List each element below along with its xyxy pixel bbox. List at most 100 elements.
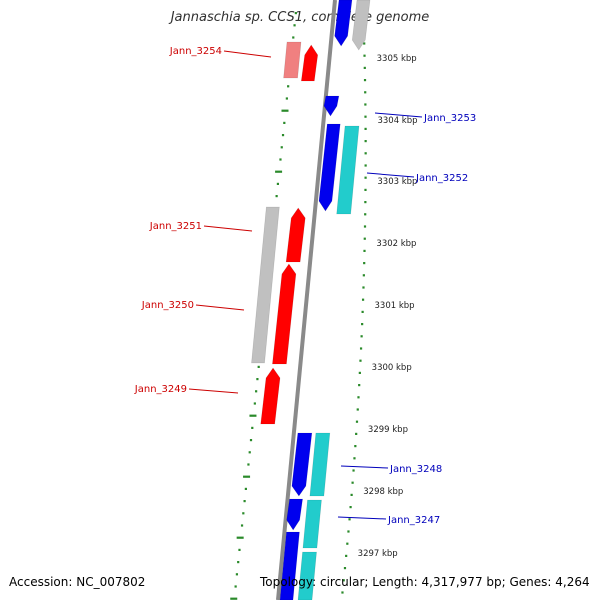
gene-features xyxy=(251,0,371,600)
ring-dot xyxy=(230,597,238,600)
gene-jann-3252 xyxy=(318,123,341,212)
accession-text: Accession: NC_007802 xyxy=(9,575,146,589)
ring-dot xyxy=(247,463,250,466)
kbp-tick-label: 3297 kbp xyxy=(358,549,398,559)
gene-label: Jann_3247 xyxy=(387,515,440,526)
ring-dot xyxy=(345,554,348,557)
kbp-tick-label: 3302 kbp xyxy=(376,239,416,249)
gene-jann-3251 xyxy=(285,207,306,263)
ring-dot xyxy=(364,127,367,130)
ring-dot xyxy=(363,79,367,82)
ring-dot xyxy=(242,512,245,515)
ring-dot xyxy=(358,384,361,387)
ring-dot xyxy=(279,158,282,161)
gene-label: Jann_3248 xyxy=(389,464,442,475)
ring-dot xyxy=(364,188,367,191)
gene-cyan-3252 xyxy=(336,125,360,215)
ring-dot xyxy=(257,365,260,368)
ring-dot xyxy=(352,469,355,472)
kbp-ticks: 3305 kbp 3304 kbp 3303 kbp 3302 kbp 3301 kbp… xyxy=(358,54,418,559)
ring-dot xyxy=(281,134,285,137)
kbp-tick-label: 3298 kbp xyxy=(363,487,403,497)
gene-label: Jann_3250 xyxy=(141,300,194,311)
ring-dot xyxy=(364,201,367,204)
ring-dot xyxy=(281,109,289,112)
ring-dot xyxy=(362,274,365,277)
ring-dot xyxy=(360,335,363,338)
gene-label: Jann_3254 xyxy=(169,46,222,57)
ring-dot xyxy=(243,475,251,478)
ring-dot xyxy=(355,420,359,423)
ring-dot xyxy=(364,152,367,155)
ring-dot xyxy=(251,426,254,429)
ring-dot xyxy=(294,12,297,15)
ring-dot xyxy=(243,500,246,503)
ring-dot xyxy=(285,97,288,100)
kbp-tick-label: 3304 kbp xyxy=(377,116,417,126)
ring-dot xyxy=(240,524,244,527)
gene-label: Jann_3251 xyxy=(149,221,202,232)
ring-dot xyxy=(293,24,296,27)
label-leader-line xyxy=(203,225,253,232)
ring-dot xyxy=(255,390,258,393)
kbp-tick-label: 3300 kbp xyxy=(372,363,412,373)
ring-dot xyxy=(354,445,357,448)
ring-dot xyxy=(358,371,361,374)
kbp-tick-label: 3305 kbp xyxy=(377,54,417,64)
gene-grey-top xyxy=(351,0,371,51)
ring-dot xyxy=(359,359,362,362)
ring-dot xyxy=(364,115,367,118)
ring-dot xyxy=(361,323,364,326)
gene-blue-bottom xyxy=(279,531,300,600)
ring-dot xyxy=(234,585,237,588)
label-leader-line xyxy=(340,465,389,469)
ring-dot xyxy=(363,66,366,69)
ring-dot xyxy=(364,103,367,106)
ring-dot xyxy=(364,91,367,94)
kbp-tick-label: 3299 kbp xyxy=(368,425,408,435)
ring-dot xyxy=(350,493,353,496)
ring-dot xyxy=(361,298,365,301)
ring-dot xyxy=(363,42,366,45)
ring-dot xyxy=(287,85,290,88)
gene-jann-3254 xyxy=(300,44,319,82)
gene-cyan-bottom xyxy=(297,551,317,600)
ring-dot xyxy=(356,408,359,411)
gene-jann-3249 xyxy=(260,367,281,425)
ring-dot xyxy=(276,182,280,185)
label-leader-line xyxy=(195,304,245,311)
ring-dot xyxy=(351,481,354,484)
ring-dot xyxy=(244,487,247,490)
ring-dot xyxy=(357,396,360,399)
ring-dot xyxy=(342,579,345,582)
label-leader-line xyxy=(374,112,423,118)
label-leader-line xyxy=(223,50,272,58)
ring-dot xyxy=(363,54,366,57)
label-leader-line xyxy=(366,172,415,178)
gene-jann-3254-fragment xyxy=(283,41,302,79)
gene-labels: Jann_3254 Jann_3251 Jann_3250 Jann_3249 Jann… xyxy=(134,46,476,526)
ring-dot xyxy=(343,567,347,570)
ring-dot xyxy=(237,561,240,564)
ring-dot xyxy=(292,36,295,39)
ring-dot xyxy=(248,451,251,454)
ring-dot xyxy=(363,249,366,252)
ring-dot xyxy=(359,347,363,350)
label-leader-line xyxy=(188,388,239,394)
ring-dot xyxy=(253,402,256,405)
ring-dot xyxy=(275,170,283,173)
ring-dot xyxy=(364,164,367,167)
gene-grey-feature xyxy=(251,206,280,364)
gene-blue-top xyxy=(334,0,353,47)
kbp-tick-label: 3301 kbp xyxy=(375,301,415,311)
ring-dot xyxy=(283,121,286,124)
ring-dot xyxy=(348,518,351,521)
ring-dot xyxy=(353,457,356,460)
ring-dot xyxy=(235,573,239,576)
ring-dot xyxy=(236,536,244,539)
ring-dot xyxy=(341,591,344,594)
gene-jann-3253 xyxy=(323,95,340,117)
inner-dotted-ring xyxy=(341,18,367,594)
gene-jann-3250 xyxy=(272,263,297,365)
